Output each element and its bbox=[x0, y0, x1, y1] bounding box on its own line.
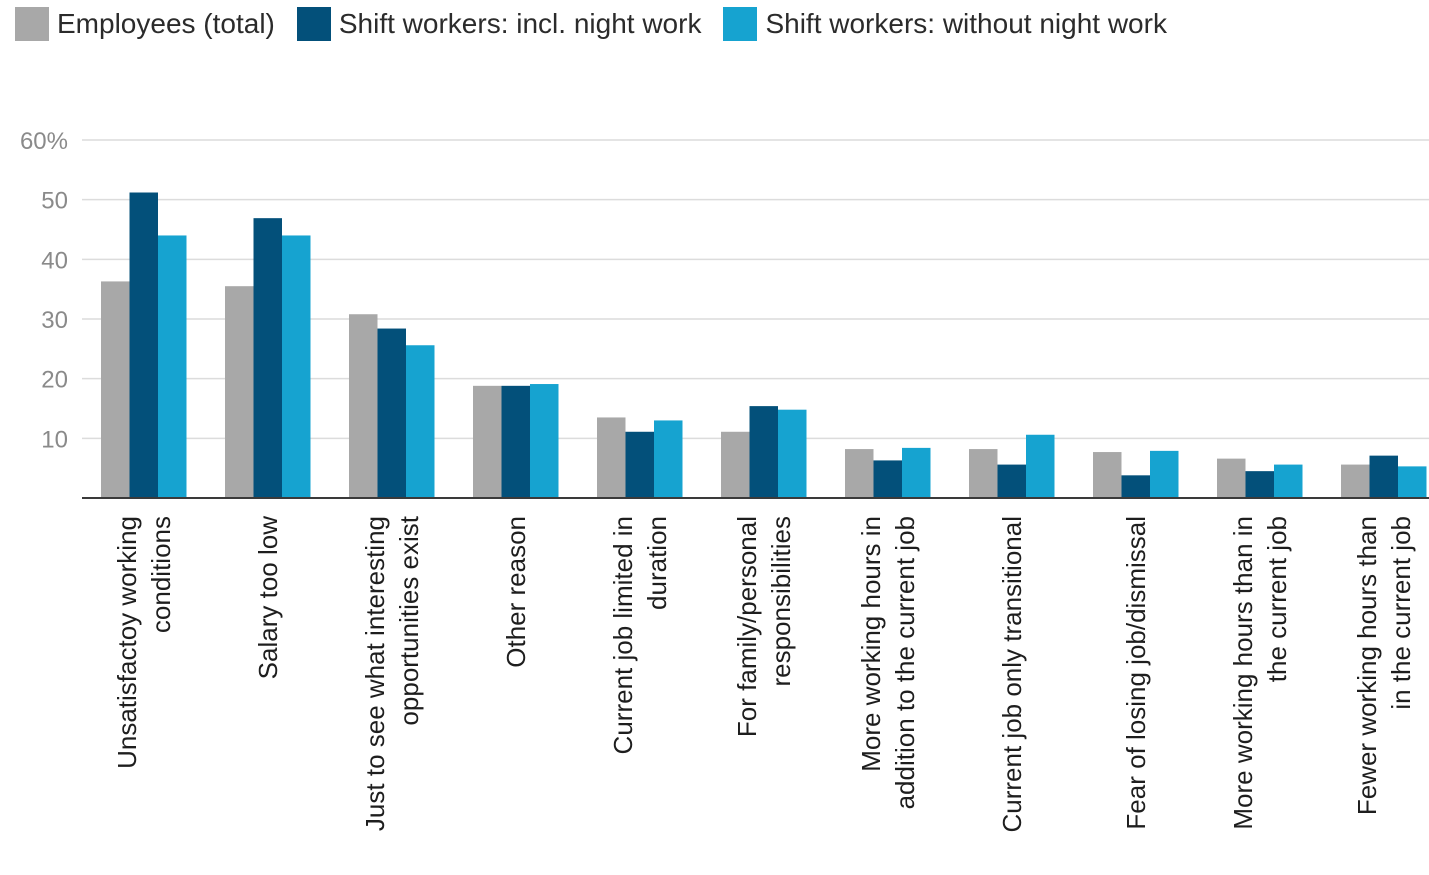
legend-item-shift-night: Shift workers: incl. night work bbox=[296, 7, 702, 41]
bar-4-series-0 bbox=[597, 417, 626, 498]
x-tick-label-6-line-0: More working hours in bbox=[856, 516, 886, 772]
bar-6-series-0 bbox=[845, 449, 874, 498]
x-tick-label-1-line-0: Salary too low bbox=[253, 516, 283, 680]
bar-2-series-2 bbox=[406, 345, 435, 498]
bar-1-series-1 bbox=[253, 218, 282, 498]
bar-10-series-2 bbox=[1398, 466, 1427, 498]
y-tick-label-10: 10 bbox=[41, 426, 68, 453]
bar-10-series-1 bbox=[1369, 455, 1398, 498]
bar-6-series-2 bbox=[902, 447, 931, 498]
legend-item-employees-total: Employees (total) bbox=[15, 7, 275, 41]
y-tick-label-20: 20 bbox=[41, 367, 68, 394]
bar-3-series-2 bbox=[530, 384, 559, 498]
bar-9-series-1 bbox=[1245, 471, 1274, 498]
legend-label-shift-night: Shift workers: incl. night work bbox=[338, 8, 702, 39]
x-tick-label-0-line-1: conditions bbox=[146, 516, 176, 633]
bar-2-series-0 bbox=[349, 314, 378, 498]
bar-10-series-0 bbox=[1341, 464, 1370, 498]
bar-4-series-2 bbox=[654, 420, 683, 498]
bar-5-series-2 bbox=[778, 409, 807, 498]
legend-swatch-employees-total bbox=[15, 7, 49, 41]
x-tick-label-5-line-0: For family/personal bbox=[732, 516, 762, 737]
legend-label-shift-no-night: Shift workers: without night work bbox=[765, 8, 1167, 39]
x-tick-label-10-line-1: in the current job bbox=[1386, 516, 1416, 710]
x-tick-label-5-line-1: responsibilities bbox=[766, 516, 796, 687]
bar-4-series-1 bbox=[625, 431, 654, 498]
bar-3-series-1 bbox=[501, 385, 530, 498]
x-tick-label-2-line-1: opportunities exist bbox=[394, 515, 424, 725]
legend-swatch-shift-no-night bbox=[723, 7, 758, 41]
bar-2-series-1 bbox=[377, 328, 406, 498]
y-tick-label-40: 40 bbox=[41, 247, 68, 274]
x-tick-label-4-line-0: Current job limited in bbox=[608, 516, 638, 754]
legend-item-shift-no-night: Shift workers: without night work bbox=[723, 7, 1167, 41]
bar-0-series-2 bbox=[158, 235, 187, 498]
x-tick-label-9-line-0: More working hours than in bbox=[1228, 516, 1258, 830]
x-tick-label-8-line-0: Fear of losing job/dismissal bbox=[1121, 516, 1151, 830]
x-tick-label-6-line-1: addition to the current job bbox=[890, 516, 920, 809]
x-axis-labels: Unsatisfactoy working conditions Salary to… bbox=[112, 515, 1416, 832]
bar-8-series-2 bbox=[1150, 450, 1179, 498]
x-tick-label-2-line-0: Just to see what interesting bbox=[360, 516, 390, 831]
y-tick-label-30: 30 bbox=[41, 307, 68, 334]
chart-legend: Employees (total) Shift workers: incl. n… bbox=[15, 6, 1189, 42]
bar-6-series-1 bbox=[873, 460, 902, 498]
x-tick-label-9-line-1: the current job bbox=[1262, 516, 1292, 682]
bar-7-series-2 bbox=[1026, 434, 1055, 498]
bar-7-series-1 bbox=[997, 464, 1026, 498]
y-tick-label-60: 60% bbox=[20, 128, 68, 155]
bar-5-series-0 bbox=[721, 431, 750, 498]
bar-0-series-0 bbox=[101, 281, 130, 498]
legend-label-employees-total: Employees (total) bbox=[57, 8, 275, 39]
bars bbox=[101, 192, 1427, 499]
x-tick-label-3-line-0: Other reason bbox=[501, 516, 531, 668]
bar-8-series-0 bbox=[1093, 452, 1122, 498]
bar-3-series-0 bbox=[473, 385, 502, 498]
bar-7-series-0 bbox=[969, 449, 998, 498]
bar-1-series-0 bbox=[225, 286, 254, 498]
x-tick-label-0-line-0: Unsatisfactoy working bbox=[112, 516, 142, 769]
x-tick-label-4-line-1: duration bbox=[642, 516, 672, 610]
legend-swatch-shift-night bbox=[296, 7, 331, 41]
bar-9-series-2 bbox=[1274, 464, 1303, 498]
bar-5-series-1 bbox=[749, 406, 778, 498]
bar-9-series-0 bbox=[1217, 458, 1246, 498]
bar-8-series-1 bbox=[1121, 475, 1150, 498]
y-axis: 10 20 30 40 50 60% bbox=[20, 128, 68, 453]
bar-0-series-1 bbox=[129, 192, 158, 499]
bar-1-series-2 bbox=[282, 235, 311, 498]
x-tick-label-7-line-0: Current job only transitional bbox=[997, 516, 1027, 833]
x-tick-label-10-line-0: Fewer working hours than bbox=[1352, 516, 1382, 815]
y-tick-label-50: 50 bbox=[41, 188, 68, 215]
